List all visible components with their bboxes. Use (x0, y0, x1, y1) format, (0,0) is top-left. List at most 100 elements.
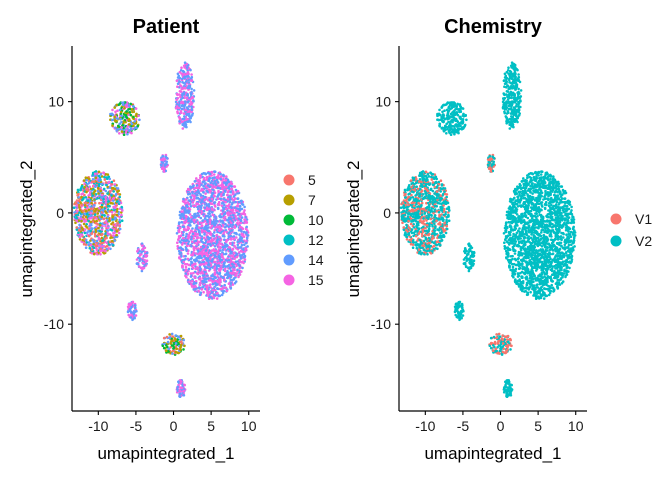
data-point (223, 267, 227, 271)
data-point (241, 260, 244, 264)
data-point (176, 385, 179, 389)
data-point (136, 250, 139, 253)
x-tick-label: 10 (241, 418, 257, 434)
data-point (243, 258, 247, 261)
data-point (83, 228, 87, 231)
x-tick-label: -5 (130, 418, 143, 434)
data-point (89, 187, 93, 191)
data-point (544, 189, 547, 193)
data-point (140, 244, 144, 248)
data-point (205, 288, 209, 292)
data-point (135, 262, 139, 265)
data-point (232, 271, 235, 275)
data-point (114, 206, 117, 210)
data-point (198, 198, 201, 201)
data-point (192, 237, 195, 240)
data-point (128, 107, 132, 111)
legend-label: 5 (308, 172, 316, 188)
data-point (190, 75, 194, 79)
data-point (196, 179, 199, 182)
data-point (180, 255, 183, 258)
data-point (522, 177, 525, 180)
data-point (104, 249, 107, 253)
data-point (217, 189, 220, 193)
y-tick-label: -10 (44, 316, 64, 332)
data-point (184, 123, 188, 126)
data-point (191, 194, 194, 197)
data-point (206, 171, 210, 175)
data-point (144, 254, 147, 257)
data-point (191, 266, 195, 270)
data-point (189, 185, 192, 188)
data-point (177, 380, 180, 384)
data-point (182, 394, 186, 397)
data-point (185, 80, 188, 83)
data-point (92, 246, 96, 249)
data-point (539, 173, 543, 176)
data-point (113, 115, 116, 119)
data-point (195, 191, 199, 194)
data-point (87, 229, 90, 233)
data-point (212, 173, 216, 176)
data-point (178, 392, 182, 396)
data-point (202, 245, 206, 248)
data-point (115, 204, 118, 207)
data-point (222, 262, 226, 265)
data-point (242, 230, 246, 234)
data-point (183, 72, 186, 76)
data-point (218, 229, 221, 232)
data-point (75, 209, 79, 213)
data-point (197, 286, 201, 289)
data-point (113, 239, 116, 242)
data-point (239, 257, 243, 260)
data-point (236, 246, 240, 249)
data-point (186, 92, 189, 96)
data-point (208, 291, 211, 294)
data-point (222, 193, 225, 197)
data-point (84, 215, 88, 219)
data-point (187, 202, 191, 206)
data-point (202, 260, 205, 264)
data-point (194, 267, 197, 271)
data-point (185, 204, 188, 207)
data-point (231, 213, 235, 217)
data-point (227, 246, 231, 249)
data-point (213, 195, 216, 198)
data-point (205, 277, 208, 281)
data-point (190, 108, 194, 111)
data-point (115, 103, 118, 107)
data-point (203, 217, 207, 220)
data-point (98, 223, 102, 227)
data-point (183, 75, 186, 79)
data-point (187, 211, 190, 215)
data-point (229, 269, 233, 273)
data-point (214, 279, 217, 283)
data-point (222, 177, 225, 181)
data-point (174, 342, 178, 345)
data-point (568, 266, 571, 270)
data-point (213, 231, 216, 234)
data-point (198, 240, 201, 244)
data-point (187, 236, 190, 239)
data-point (82, 222, 86, 226)
data-point (216, 230, 219, 234)
data-point (120, 205, 123, 209)
data-point (192, 218, 195, 222)
data-point (83, 237, 86, 241)
data-point (111, 124, 114, 127)
data-point (229, 212, 232, 215)
data-point (192, 197, 196, 201)
data-point (179, 234, 183, 237)
data-point (238, 259, 241, 262)
data-point (115, 129, 118, 132)
x-tick-label: 5 (207, 418, 215, 434)
data-point (211, 288, 215, 292)
data-point (188, 231, 192, 235)
data-point (141, 248, 144, 251)
data-point (225, 224, 229, 228)
data-point (107, 180, 111, 184)
data-point (238, 251, 241, 254)
data-point (183, 100, 187, 103)
data-point (188, 280, 191, 284)
data-point (120, 120, 123, 124)
